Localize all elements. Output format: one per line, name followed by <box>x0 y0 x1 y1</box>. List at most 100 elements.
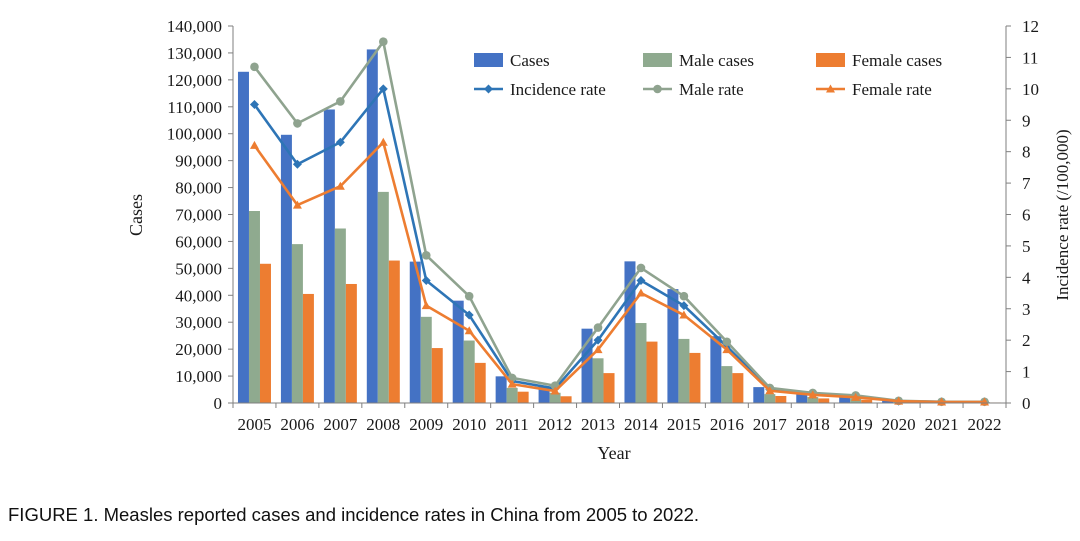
point-incidence-rate-2015 <box>679 301 689 311</box>
x-tick-label-2010: 2010 <box>452 415 486 434</box>
point-male-rate-2014 <box>636 263 646 273</box>
bar-female-cases-2019 <box>861 399 873 403</box>
point-male-rate-2008 <box>379 37 388 47</box>
y-tick-label: 90,000 <box>175 152 222 171</box>
x-tick-label-2009: 2009 <box>409 415 443 434</box>
lines-layer <box>249 37 990 407</box>
point-female-rate-2021 <box>937 397 947 406</box>
legend-swatch-female-cases <box>816 53 845 67</box>
y-tick-label: 20,000 <box>175 340 222 359</box>
x-tick-label-2017: 2017 <box>753 415 788 434</box>
y2-tick-label: 1 <box>1022 363 1031 382</box>
y2-tick-label: 10 <box>1022 80 1039 99</box>
line-female-rate <box>253 140 985 404</box>
y2-tick-label: 9 <box>1022 111 1031 130</box>
bar-cases-2017 <box>753 387 765 403</box>
bar-female-cases-2007 <box>345 283 357 403</box>
point-incidence-rate-2010 <box>464 310 474 320</box>
x-tick-label-2014: 2014 <box>624 415 659 434</box>
y-tick-label: 40,000 <box>175 286 222 305</box>
bar-cases-2007 <box>323 109 335 403</box>
bars-layer <box>237 49 1002 404</box>
x-tick-label-2005: 2005 <box>237 415 271 434</box>
legend-label-cases: Cases <box>510 51 550 70</box>
legend-swatch-cases <box>474 53 503 67</box>
axes-layer: 0 10,000 20,000 30,000 40,000 50,000 60,000 70,… <box>167 17 1039 434</box>
bar-male-cases-2012 <box>549 392 561 403</box>
y2-tick-label: 5 <box>1022 237 1031 256</box>
y-tick-label: 10,000 <box>175 367 222 386</box>
x-tick-label-2022: 2022 <box>968 415 1002 434</box>
point-male-rate-2006 <box>293 119 302 128</box>
y2-tick-label: 7 <box>1022 174 1031 193</box>
x-tick-label-2018: 2018 <box>796 415 830 434</box>
x-tick-label-2016: 2016 <box>710 415 744 434</box>
y-tick-label: 60,000 <box>175 232 222 251</box>
legend-marker-incidence-rate <box>484 84 493 94</box>
y-tick-label: 110,000 <box>167 98 222 117</box>
point-female-rate-2008 <box>378 137 388 146</box>
bar-male-cases-2009 <box>420 316 432 403</box>
point-female-rate-2006 <box>292 200 302 209</box>
y-tick-label: 120,000 <box>167 71 222 90</box>
y2-axis-label: Incidence rate (/100,000) <box>1053 129 1072 300</box>
bar-male-cases-2011 <box>506 387 518 403</box>
point-female-rate-2017 <box>765 386 775 395</box>
legend-marker-male-rate <box>653 84 662 94</box>
legend-marker-female-rate <box>826 84 835 93</box>
bar-female-cases-2012 <box>560 396 572 403</box>
bar-cases-2008 <box>366 49 378 403</box>
figure-caption: FIGURE 1. Measles reported cases and inc… <box>8 504 700 525</box>
bar-female-cases-2016 <box>732 373 744 403</box>
y-tick-label: 130,000 <box>167 44 222 63</box>
bar-cases-2015 <box>667 289 679 403</box>
bar-female-cases-2005 <box>259 263 271 403</box>
bar-male-cases-2014 <box>635 323 647 403</box>
bar-cases-2020 <box>882 400 894 403</box>
bar-cases-2012 <box>538 386 550 403</box>
legend-swatch-male-cases <box>643 53 672 67</box>
bar-female-cases-2009 <box>431 348 443 403</box>
bar-male-cases-2017 <box>764 394 776 403</box>
point-female-rate-2019 <box>851 392 861 401</box>
point-male-rate-2007 <box>336 97 345 106</box>
y-tick-label: 70,000 <box>175 206 222 225</box>
bar-male-cases-2005 <box>248 210 260 403</box>
legend-label-female-rate: Female rate <box>852 80 932 99</box>
point-incidence-rate-2008 <box>378 84 388 94</box>
x-tick-label-2021: 2021 <box>925 415 959 434</box>
y2-tick-label: 2 <box>1022 331 1031 350</box>
bar-male-cases-2010 <box>463 340 475 403</box>
bar-female-cases-2014 <box>646 341 658 403</box>
y2-tick-label: 0 <box>1022 394 1031 413</box>
point-male-rate-2009 <box>421 251 431 260</box>
point-female-rate-2012 <box>550 386 560 395</box>
x-tick-label-2007: 2007 <box>323 415 358 434</box>
y2-tick-label: 6 <box>1022 206 1031 225</box>
bar-cases-2009 <box>409 261 421 403</box>
y2-tick-label: 12 <box>1022 17 1039 36</box>
point-female-rate-2014 <box>636 288 646 297</box>
legend: Cases Male cases Female cases Incidence rat… <box>474 51 942 99</box>
point-incidence-rate-2005 <box>249 100 259 110</box>
x-tick-label-2006: 2006 <box>280 415 314 434</box>
point-male-rate-2013 <box>593 323 603 332</box>
bar-cases-2010 <box>452 300 464 403</box>
point-female-rate-2005 <box>249 140 259 149</box>
bar-male-cases-2007 <box>334 228 346 403</box>
legend-label-incidence-rate: Incidence rate <box>510 80 606 99</box>
y-tick-label: 50,000 <box>175 259 222 278</box>
x-tick-label-2020: 2020 <box>882 415 916 434</box>
y2-tick-label: 3 <box>1022 300 1031 319</box>
bar-female-cases-2017 <box>775 395 787 403</box>
bar-female-cases-2010 <box>474 362 486 403</box>
line-incidence-rate <box>253 87 985 404</box>
bar-male-cases-2006 <box>291 244 303 403</box>
y-axis-label: Cases <box>126 194 146 236</box>
bar-cases-2018 <box>796 392 808 403</box>
bar-male-cases-2015 <box>678 338 690 403</box>
y-tick-label: 100,000 <box>167 125 222 144</box>
y-tick-label: 140,000 <box>167 17 222 36</box>
point-female-rate-2016 <box>722 345 732 354</box>
x-tick-label-2008: 2008 <box>366 415 400 434</box>
